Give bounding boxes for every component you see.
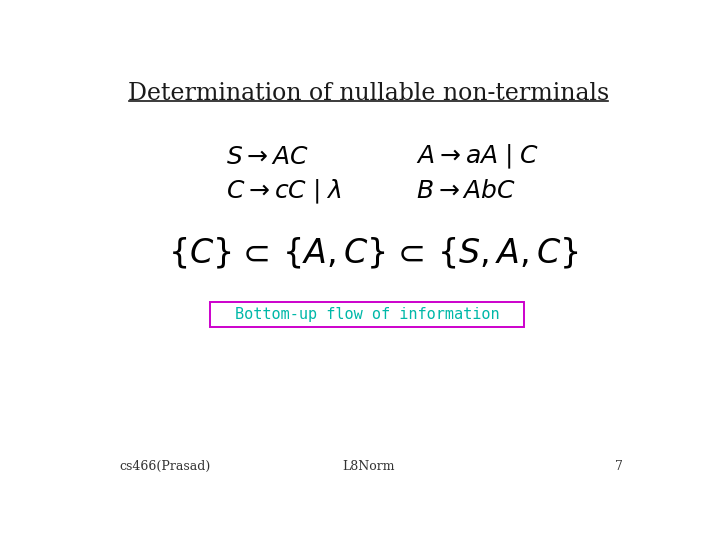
Text: $\subset$: $\subset$ xyxy=(236,238,269,269)
Text: $\subset$: $\subset$ xyxy=(391,238,424,269)
Text: $\{S,A,C\}$: $\{S,A,C\}$ xyxy=(437,236,579,271)
Text: $A \rightarrow aA\mid C$: $A \rightarrow aA\mid C$ xyxy=(415,143,539,171)
Text: Determination of nullable non-terminals: Determination of nullable non-terminals xyxy=(128,82,610,105)
FancyBboxPatch shape xyxy=(210,302,524,327)
Text: $B \rightarrow AbC$: $B \rightarrow AbC$ xyxy=(415,180,516,204)
Text: Bottom-up flow of information: Bottom-up flow of information xyxy=(235,307,500,322)
Text: $\{A,C\}$: $\{A,C\}$ xyxy=(282,236,386,271)
Text: 7: 7 xyxy=(616,460,624,473)
Text: L8Norm: L8Norm xyxy=(343,460,395,473)
Text: $C \rightarrow cC\mid\lambda$: $C \rightarrow cC\mid\lambda$ xyxy=(225,178,341,206)
Text: cs466(Prasad): cs466(Prasad) xyxy=(120,460,211,473)
Text: $\{C\}$: $\{C\}$ xyxy=(168,236,231,271)
Text: $S \rightarrow AC$: $S \rightarrow AC$ xyxy=(225,146,309,168)
